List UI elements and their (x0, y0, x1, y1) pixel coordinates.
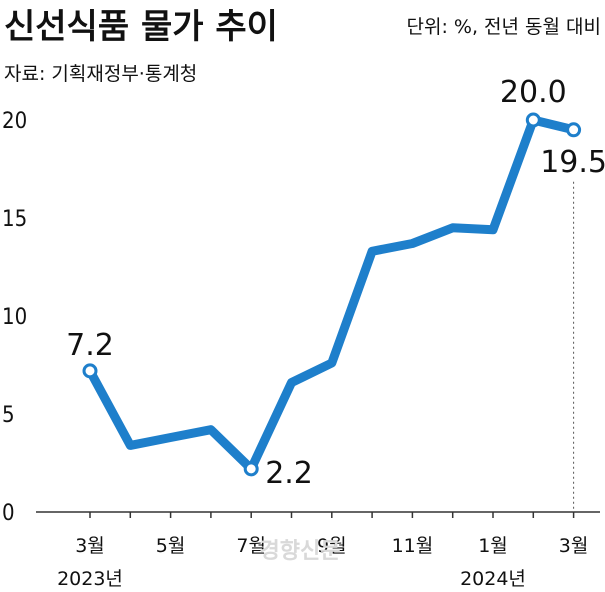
x-tick-label: 1월 (478, 535, 508, 557)
series-line (85, 115, 579, 474)
year-label: 2023년 (57, 568, 123, 590)
source-label: 자료: 기획재정부·통계청 (4, 63, 197, 85)
x-tick-label: 9월 (317, 535, 347, 557)
x-axis-ticks: 3월 5월 7월 9월 11월 1월 3월 (75, 512, 588, 557)
x-tick-label: 3월 (75, 535, 105, 557)
data-label: 7.2 (66, 328, 114, 363)
y-tick-label: 15 (2, 207, 27, 232)
data-point-marker (566, 122, 582, 138)
data-label: 19.5 (540, 145, 605, 180)
year-label: 2024년 (460, 568, 526, 590)
year-labels: 2023년 2024년 (57, 568, 526, 590)
y-tick-label: 5 (2, 403, 15, 428)
chart-title: 신선식품 물가 추이 (4, 7, 278, 47)
unit-label: 단위: %, 전년 동월 대비 (407, 16, 602, 38)
data-point-marker (82, 363, 98, 379)
watermark: 경향신문 (260, 539, 341, 564)
y-tick-label: 0 (2, 501, 15, 526)
data-label: 20.0 (500, 75, 567, 110)
x-tick-label: 7월 (236, 535, 266, 557)
x-tick-label: 3월 (559, 535, 589, 557)
x-tick-label: 11월 (392, 535, 434, 557)
x-tick-label: 5월 (156, 535, 186, 557)
point-markers (82, 112, 582, 477)
data-labels: 7.2 2.2 20.0 19.5 (66, 75, 605, 491)
data-point-marker (243, 461, 259, 477)
data-label: 2.2 (265, 456, 313, 491)
data-point-marker (525, 112, 541, 128)
y-axis-ticks: 0 5 10 15 20 (2, 109, 27, 526)
y-tick-label: 10 (2, 305, 27, 330)
y-tick-label: 20 (2, 109, 27, 134)
